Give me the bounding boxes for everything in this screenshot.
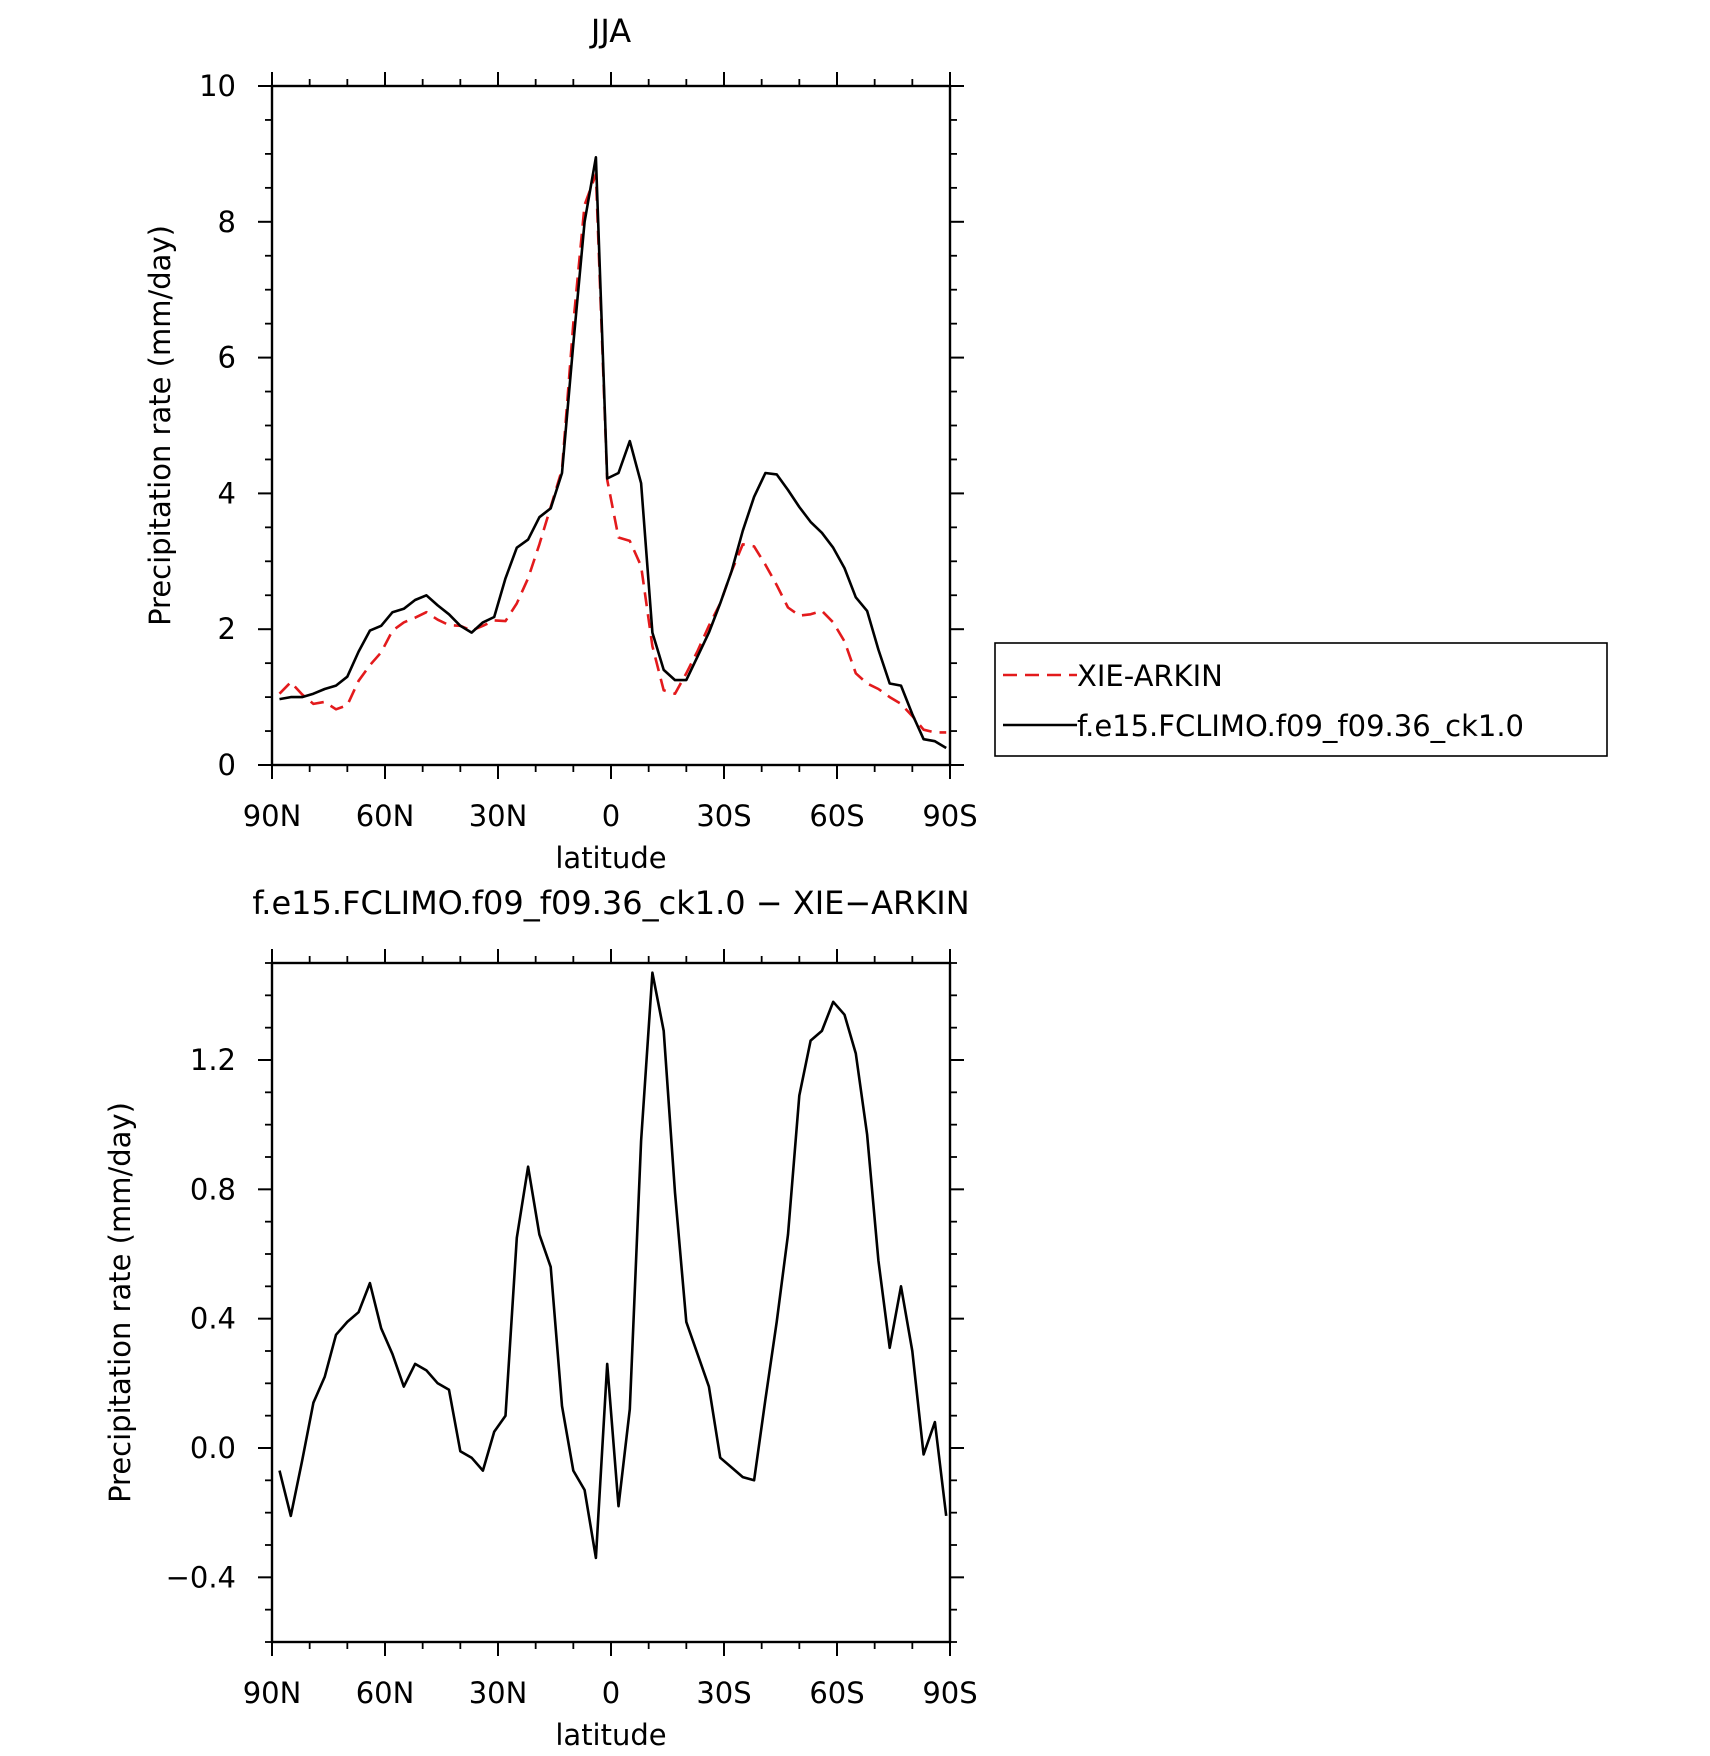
chart1-x-tick-label: 60S bbox=[809, 799, 864, 833]
chart1-y-axis-label: Precipitation rate (mm/day) bbox=[143, 225, 177, 626]
chart1-y-tick-label: 8 bbox=[218, 205, 236, 239]
chart1-x-axis-label: latitude bbox=[555, 841, 666, 875]
chart1-x-tick-label: 30S bbox=[696, 799, 751, 833]
chart2-y-tick-label: 0.0 bbox=[190, 1431, 236, 1465]
chart1-y-tick-label: 10 bbox=[199, 69, 236, 103]
chart1-y-tick-label: 6 bbox=[218, 341, 236, 375]
chart1-x-tick-label: 90S bbox=[922, 799, 977, 833]
chart1-y-tick-label: 2 bbox=[218, 612, 236, 646]
chart2-y-tick-label: 1.2 bbox=[190, 1043, 236, 1077]
chart1-y-tick-label: 4 bbox=[218, 476, 236, 510]
chart2-x-tick-label: 60N bbox=[356, 1676, 415, 1710]
chart2-y-tick-label: −0.4 bbox=[166, 1560, 236, 1594]
chart2-x-tick-label: 0 bbox=[602, 1676, 620, 1710]
chart2-y-tick-label: 0.4 bbox=[190, 1302, 236, 1336]
chart1-legend-label: f.e15.FCLIMO.f09_f09.36_ck1.0 bbox=[1077, 709, 1524, 743]
chart1-legend-label: XIE-ARKIN bbox=[1077, 659, 1223, 693]
chart1-y-tick-label: 0 bbox=[218, 748, 236, 782]
chart1-series-line-1 bbox=[278, 173, 947, 734]
chart1-x-tick-label: 60N bbox=[356, 799, 415, 833]
chart1-x-tick-label: 30N bbox=[469, 799, 528, 833]
chart2-y-tick-label: 0.8 bbox=[190, 1172, 236, 1206]
chart1-legend-box bbox=[994, 642, 1608, 757]
chart1-series-line-2 bbox=[279, 156, 947, 750]
chart2-title: f.e15.FCLIMO.f09_f09.36_ck1.0 − XIE−ARKI… bbox=[252, 884, 969, 922]
chart2-series-line-1 bbox=[278, 971, 948, 1560]
chart1-x-tick-label: 90N bbox=[243, 799, 302, 833]
chart2-x-tick-label: 30N bbox=[469, 1676, 528, 1710]
chart2-x-axis-label: latitude bbox=[555, 1718, 666, 1752]
chart2-x-tick-label: 30S bbox=[696, 1676, 751, 1710]
chart2-x-tick-label: 60S bbox=[809, 1676, 864, 1710]
chart1-plot-frame bbox=[270, 84, 952, 767]
chart1-title: JJA bbox=[589, 12, 631, 50]
chart2-y-axis-label: Precipitation rate (mm/day) bbox=[103, 1102, 137, 1503]
chart2-x-tick-label: 90N bbox=[243, 1676, 302, 1710]
chart1-x-tick-label: 0 bbox=[602, 799, 620, 833]
chart2-x-tick-label: 90S bbox=[922, 1676, 977, 1710]
